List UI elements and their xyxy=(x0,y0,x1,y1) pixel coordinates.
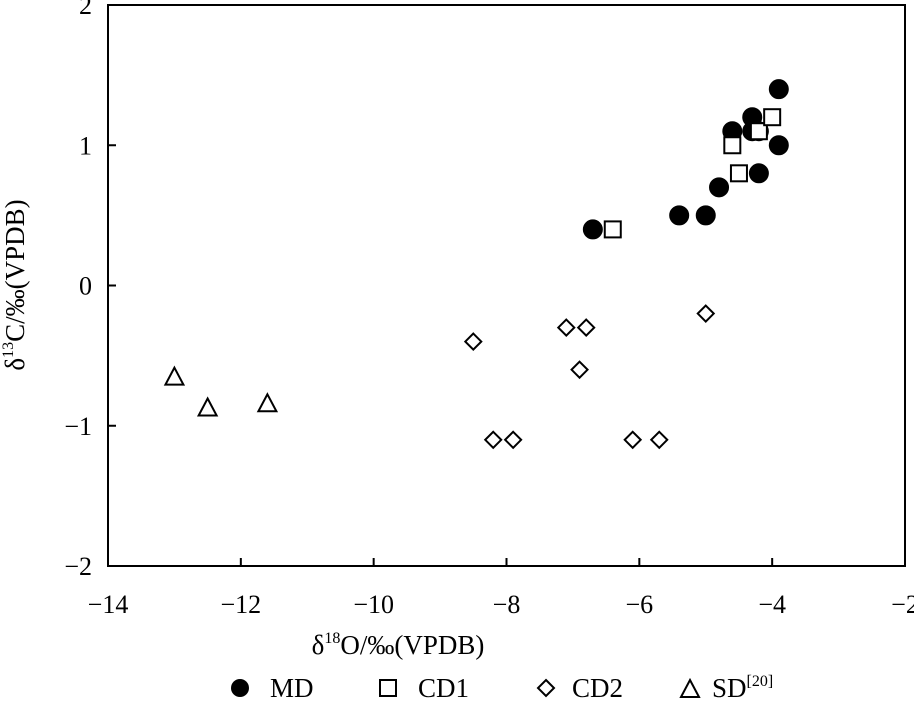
x-tick-labels: −14 −12 −10 −8 −6 −4 −2 xyxy=(88,590,914,619)
point-sd xyxy=(163,365,186,386)
point-cd2 xyxy=(556,318,576,337)
legend-marker-open-triangle xyxy=(679,677,701,698)
x-tick-label: −12 xyxy=(220,590,261,619)
point-sd xyxy=(256,392,279,413)
point-cd2 xyxy=(649,430,669,450)
y-tick-label: −1 xyxy=(64,412,92,441)
legend-label-cd1: CD1 xyxy=(418,673,469,702)
legend-label-sd: SD[20] xyxy=(712,673,773,702)
x-tick-label: −8 xyxy=(493,590,521,619)
legend-item-cd2: CD2 xyxy=(536,673,623,702)
point-cd2 xyxy=(503,430,523,450)
legend-item-cd1: CD1 xyxy=(379,673,469,702)
point-sd xyxy=(196,396,219,417)
point-cd2 xyxy=(483,430,503,450)
x-tick-label: −10 xyxy=(353,590,394,619)
point-cd1 xyxy=(763,108,782,127)
legend: MD CD1 CD2 SD[20] xyxy=(231,673,773,702)
point-md xyxy=(768,135,789,156)
point-cd2 xyxy=(463,332,483,352)
y-tick-label: 1 xyxy=(79,131,92,160)
point-cd2 xyxy=(696,304,716,323)
point-cd1 xyxy=(749,122,768,141)
point-cd1 xyxy=(723,136,742,155)
legend-marker-open-diamond xyxy=(536,678,556,698)
x-tick-label: −6 xyxy=(625,590,653,619)
y-tick-label: −2 xyxy=(64,552,92,581)
legend-item-md: MD xyxy=(231,673,314,702)
point-cd2 xyxy=(623,430,643,450)
x-tick-label: −4 xyxy=(758,590,786,619)
axis-ticks xyxy=(107,4,906,567)
x-axis-label: δ18O/‰(VPDB) xyxy=(312,630,485,660)
y-tick-label: 2 xyxy=(79,0,92,20)
point-md xyxy=(582,219,603,240)
point-cd2 xyxy=(570,360,589,380)
x-tick-label: −14 xyxy=(88,590,129,619)
point-cd2 xyxy=(576,318,596,337)
point-md xyxy=(768,79,789,100)
legend-item-sd: SD[20] xyxy=(679,673,773,702)
x-tick-label: −2 xyxy=(891,590,914,619)
legend-marker-filled-circle xyxy=(231,679,249,697)
legend-marker-open-square xyxy=(379,679,397,697)
legend-label-cd2: CD2 xyxy=(572,673,623,702)
point-md xyxy=(748,163,769,184)
point-md xyxy=(709,177,730,198)
legend-label-md: MD xyxy=(270,673,314,702)
y-tick-labels: −2 −1 0 1 2 xyxy=(64,0,92,581)
point-md xyxy=(669,205,690,226)
data-points xyxy=(163,79,789,450)
y-axis-label: δ13C/‰(VPDB) xyxy=(0,199,30,370)
y-tick-label: 0 xyxy=(79,272,92,301)
point-cd1 xyxy=(603,220,622,239)
point-cd1 xyxy=(729,164,748,183)
point-md xyxy=(695,205,716,226)
